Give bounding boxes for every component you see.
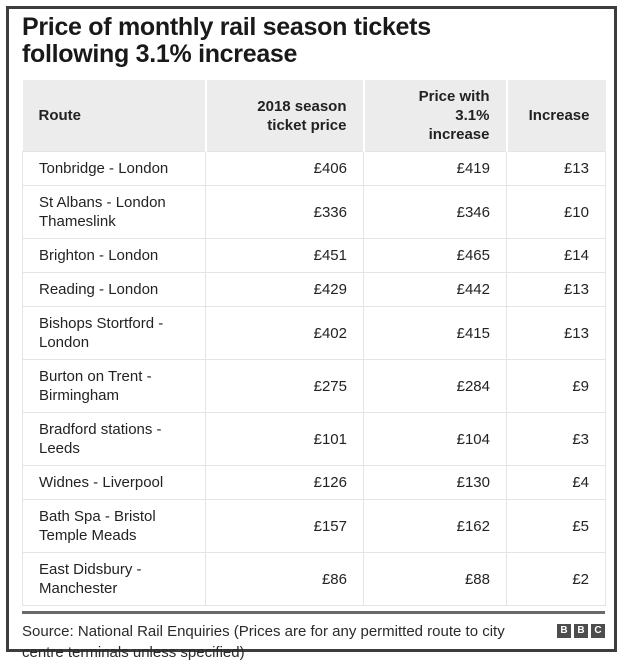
route-cell: Brighton - London bbox=[22, 238, 206, 273]
price-new-cell: £465 bbox=[363, 238, 507, 273]
price-new-cell: £419 bbox=[363, 151, 507, 186]
increase-cell: £5 bbox=[506, 499, 606, 553]
price-2018-cell: £406 bbox=[205, 151, 364, 186]
price-new-cell: £104 bbox=[363, 412, 507, 466]
increase-cell: £10 bbox=[506, 185, 606, 239]
price-2018-cell: £101 bbox=[205, 412, 364, 466]
price-new-cell: £284 bbox=[363, 359, 507, 413]
increase-cell: £13 bbox=[506, 306, 606, 360]
increase-cell: £9 bbox=[506, 359, 606, 413]
infographic-panel: Price of monthly rail season tickets fol… bbox=[6, 6, 617, 661]
price-2018-cell: £275 bbox=[205, 359, 364, 413]
table-row: Bradford stations - Leeds £101 £104 £3 bbox=[22, 412, 606, 466]
price-2018-cell: £429 bbox=[205, 272, 364, 307]
bbc-logo: B B C bbox=[557, 624, 605, 638]
table-row: Tonbridge - London £406 £419 £13 bbox=[22, 151, 606, 186]
source-text: Source: National Rail Enquiries (Prices … bbox=[22, 623, 505, 661]
footer: Source: National Rail Enquiries (Prices … bbox=[22, 611, 605, 663]
table-row: Bishops Stortford - London £402 £415 £13 bbox=[22, 306, 606, 360]
bbc-logo-letter-b1: B bbox=[557, 624, 571, 638]
price-new-cell: £88 bbox=[363, 552, 507, 606]
col-header-new-price: Price with 3.1% increase bbox=[362, 80, 507, 152]
route-cell: Bradford stations - Leeds bbox=[22, 412, 206, 466]
table-row: St Albans - London Thameslink £336 £346 … bbox=[22, 185, 606, 239]
table-row: East Didsbury - Manchester £86 £88 £2 bbox=[22, 552, 606, 606]
route-cell: Reading - London bbox=[22, 272, 206, 307]
increase-cell: £13 bbox=[506, 151, 606, 186]
price-2018-cell: £86 bbox=[205, 552, 364, 606]
col-header-2018-price: 2018 season ticket price bbox=[204, 80, 364, 152]
bbc-logo-letter-c: C bbox=[591, 624, 605, 638]
increase-cell: £3 bbox=[506, 412, 606, 466]
price-new-cell: £415 bbox=[363, 306, 507, 360]
table-row: Reading - London £429 £442 £13 bbox=[22, 272, 606, 307]
col-header-route: Route bbox=[22, 80, 206, 152]
price-new-cell: £346 bbox=[363, 185, 507, 239]
increase-cell: £2 bbox=[506, 552, 606, 606]
table-row: Burton on Trent - Birmingham £275 £284 £… bbox=[22, 359, 606, 413]
route-cell: Widnes - Liverpool bbox=[22, 465, 206, 500]
price-2018-cell: £126 bbox=[205, 465, 364, 500]
chart-title: Price of monthly rail season tickets fol… bbox=[22, 13, 431, 68]
route-cell: Tonbridge - London bbox=[22, 151, 206, 186]
header-row: Route 2018 season ticket price Price wit… bbox=[22, 80, 606, 152]
rail-prices-table: Route 2018 season ticket price Price wit… bbox=[22, 80, 606, 606]
price-new-cell: £162 bbox=[363, 499, 507, 553]
route-cell: East Didsbury - Manchester bbox=[22, 552, 206, 606]
table-row: Bath Spa - Bristol Temple Meads £157 £16… bbox=[22, 499, 606, 553]
price-2018-cell: £157 bbox=[205, 499, 364, 553]
col-header-increase: Increase bbox=[505, 80, 606, 152]
table-row: Brighton - London £451 £465 £14 bbox=[22, 238, 606, 273]
price-2018-cell: £451 bbox=[205, 238, 364, 273]
price-new-cell: £130 bbox=[363, 465, 507, 500]
route-cell: Bishops Stortford - London bbox=[22, 306, 206, 360]
price-2018-cell: £402 bbox=[205, 306, 364, 360]
route-cell: St Albans - London Thameslink bbox=[22, 185, 206, 239]
price-2018-cell: £336 bbox=[205, 185, 364, 239]
route-cell: Bath Spa - Bristol Temple Meads bbox=[22, 499, 206, 553]
route-cell: Burton on Trent - Birmingham bbox=[22, 359, 206, 413]
table-row: Widnes - Liverpool £126 £130 £4 bbox=[22, 465, 606, 500]
bbc-logo-letter-b2: B bbox=[574, 624, 588, 638]
increase-cell: £14 bbox=[506, 238, 606, 273]
increase-cell: £4 bbox=[506, 465, 606, 500]
price-new-cell: £442 bbox=[363, 272, 507, 307]
increase-cell: £13 bbox=[506, 272, 606, 307]
